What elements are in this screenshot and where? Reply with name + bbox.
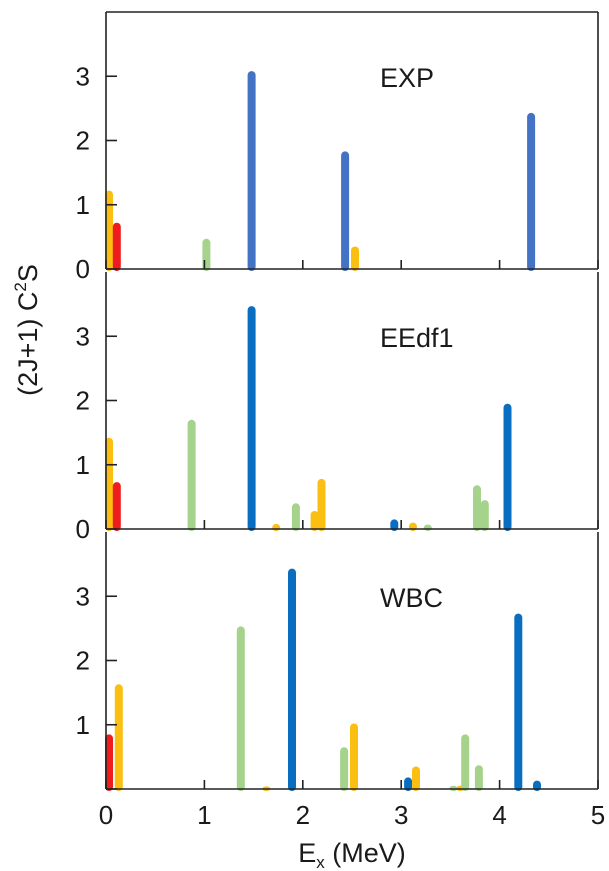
- panel-label: EEdf1: [380, 323, 454, 353]
- chart-panels: 0 1 2 3 EXP 0 1 2 3 EEdf1 1 2 3 WBC: [76, 11, 599, 791]
- bar-eedf1-1: [112, 482, 121, 531]
- y-tick-label: 3: [76, 581, 90, 611]
- bar-eedf1-6: [310, 511, 319, 531]
- bar-eedf1-7: [317, 478, 326, 531]
- bar-wbc-12: [474, 765, 483, 791]
- bar-exp-1: [112, 222, 121, 271]
- x-tick-label: 3: [394, 800, 408, 830]
- x-axis-title: Ex (MeV): [298, 838, 406, 871]
- panel-eedf1: 0 1 2 3 EEdf1: [76, 272, 599, 544]
- x-axis-title-units: (MeV): [325, 838, 406, 868]
- x-tick-label: 0: [99, 800, 113, 830]
- x-tick-label: 5: [591, 800, 605, 830]
- bar-eedf1-11: [473, 485, 481, 531]
- x-axis-title-main: E: [298, 838, 316, 868]
- y-axis-title: (2J+1) C2S: [11, 264, 43, 396]
- bar-wbc-11: [461, 734, 470, 791]
- panel-exp: 0 1 2 3 EXP: [76, 12, 599, 284]
- bar-wbc-1: [114, 684, 123, 791]
- bar-exp-5: [351, 246, 359, 271]
- y-axis-title-main: (2J+1) C: [13, 292, 43, 396]
- bar-eedf1-4: [272, 523, 281, 531]
- y-tick-label: 1: [76, 710, 90, 740]
- x-tick-label: 2: [296, 800, 310, 830]
- bar-wbc-0: [105, 734, 113, 791]
- bar-wbc-13: [514, 613, 523, 791]
- y-tick-label: 0: [76, 514, 90, 544]
- y-axis-title-superscript: 2: [11, 282, 30, 291]
- bar-wbc-8: [412, 766, 420, 791]
- bar-eedf1-8: [390, 519, 399, 531]
- panel-wbc: 1 2 3 WBC: [76, 532, 599, 791]
- y-tick-label: 1: [76, 450, 90, 480]
- panel-label: EXP: [380, 63, 434, 93]
- y-tick-label: 3: [76, 61, 90, 91]
- y-tick-label: 0: [76, 254, 90, 284]
- y-tick-label: 2: [76, 646, 90, 676]
- x-axis-title-subscript: x: [316, 853, 325, 871]
- bar-exp-0: [105, 190, 113, 271]
- x-tick-label: 4: [492, 800, 506, 830]
- bar-wbc-7: [404, 777, 413, 791]
- x-tick-label: 1: [197, 800, 211, 830]
- bar-exp-4: [341, 151, 350, 271]
- bar-exp-6: [527, 112, 536, 272]
- y-tick-label: 2: [76, 126, 90, 156]
- panel-label: WBC: [380, 583, 443, 613]
- bar-wbc-6: [350, 723, 358, 791]
- bar-eedf1-13: [503, 403, 512, 531]
- bar-eedf1-10: [423, 524, 432, 531]
- y-tick-label: 2: [76, 386, 90, 416]
- bar-eedf1-0: [105, 437, 113, 531]
- bar-eedf1-3: [247, 306, 256, 531]
- y-tick-label: 3: [76, 321, 90, 351]
- bar-eedf1-12: [480, 500, 489, 531]
- bar-exp-3: [247, 71, 256, 271]
- y-axis-title-tail: S: [13, 264, 43, 282]
- bar-wbc-5: [340, 747, 349, 791]
- bar-wbc-2: [236, 626, 245, 791]
- bar-wbc-4: [288, 568, 296, 791]
- y-tick-label: 1: [76, 190, 90, 220]
- bar-eedf1-2: [187, 419, 196, 531]
- bar-eedf1-5: [291, 503, 300, 531]
- x-axis-ticks: 0 1 2 3 4 5: [99, 800, 605, 830]
